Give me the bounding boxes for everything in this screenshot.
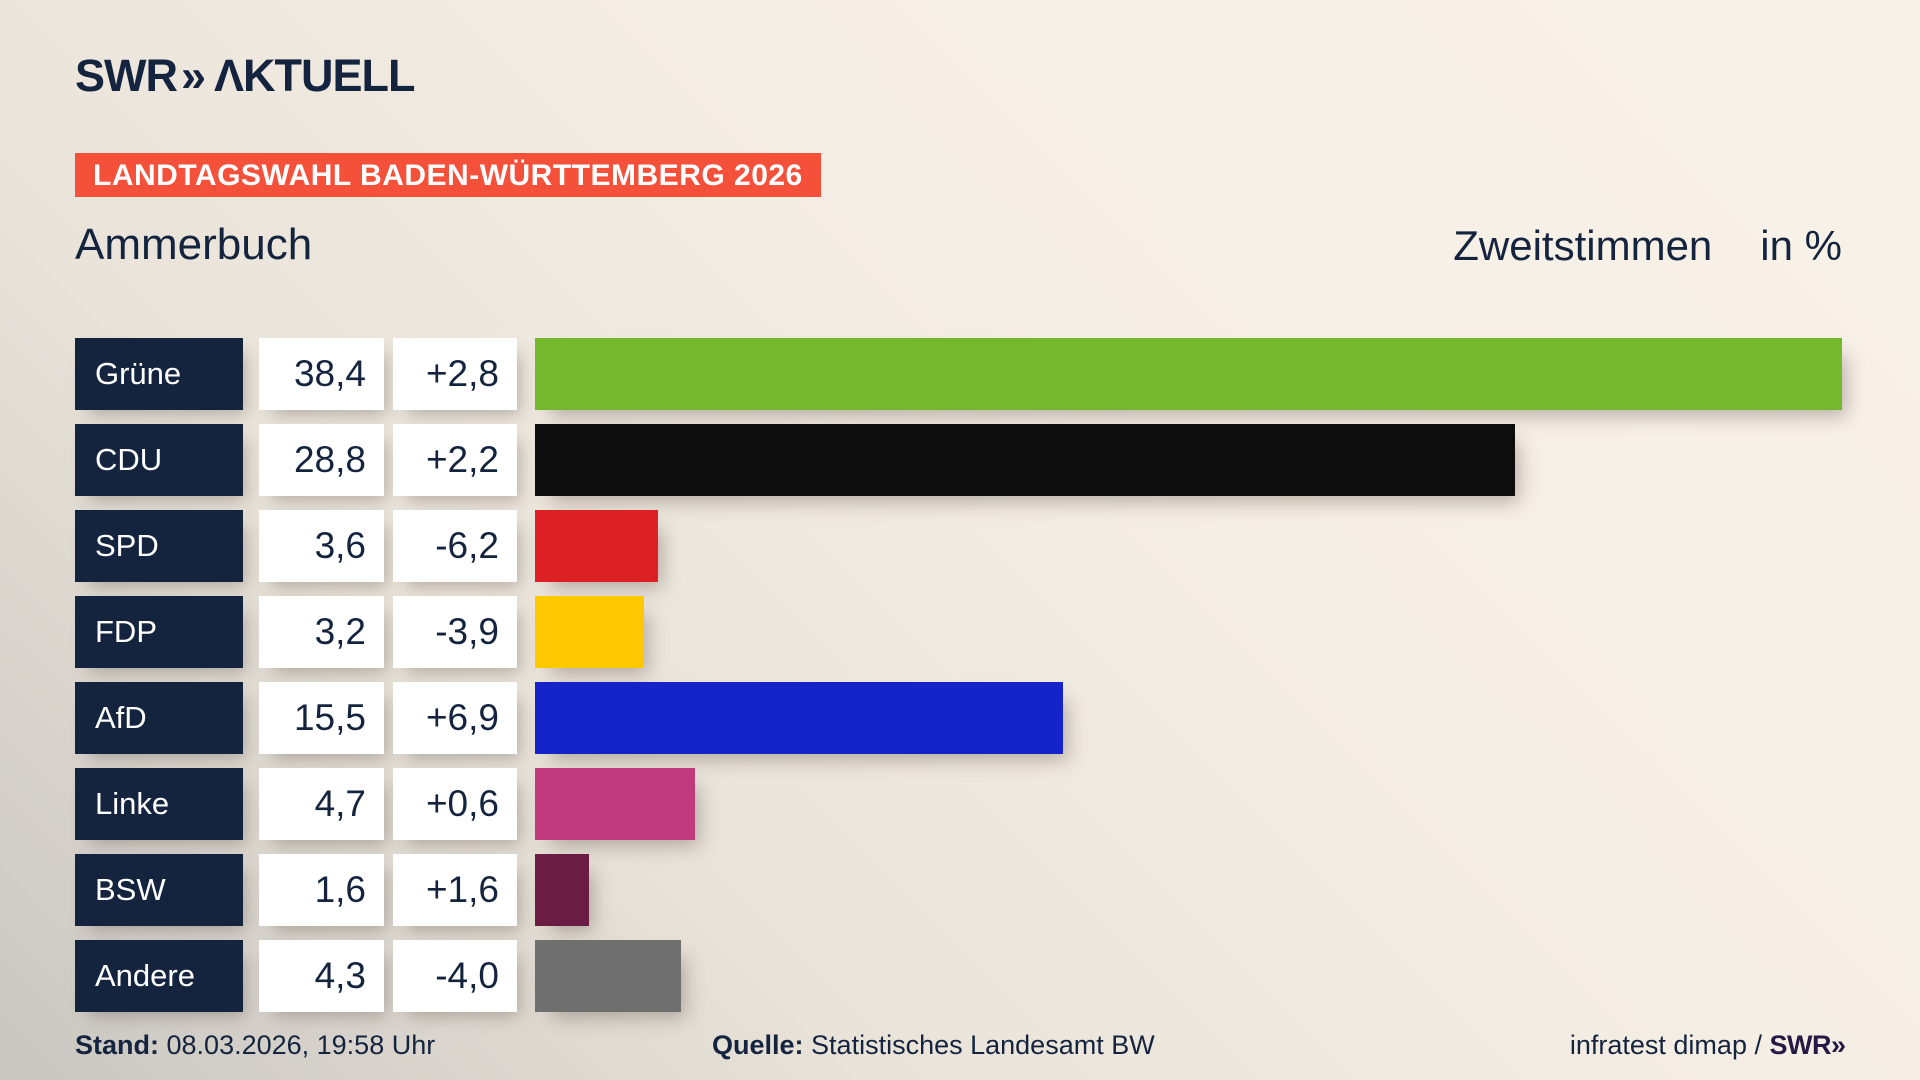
party-label: FDP [75,596,243,668]
party-change: +6,9 [393,682,517,754]
party-label: CDU [75,424,243,496]
party-bar [535,510,658,582]
measure-heading: Zweitstimmen in % [1453,222,1842,270]
result-row: Linke 4,7 +0,6 [75,768,1845,840]
party-change: -6,2 [393,510,517,582]
party-label: BSW [75,854,243,926]
result-row: CDU 28,8 +2,2 [75,424,1845,496]
party-change: +2,8 [393,338,517,410]
credit-note: infratest dimap / SWR» [1569,1030,1846,1061]
party-label: Andere [75,940,243,1012]
result-row: BSW 1,6 +1,6 [75,854,1845,926]
party-value: 1,6 [259,854,384,926]
party-value: 4,3 [259,940,384,1012]
measure-label: Zweitstimmen [1453,222,1713,269]
swr-aktuell-logo: SWR» ΛKTUELL [75,50,416,102]
election-badge: LANDTAGSWAHL BADEN-WÜRTTEMBERG 2026 [75,153,821,197]
status-timestamp: Stand: 08.03.2026, 19:58 Uhr [75,1030,435,1061]
result-row: AfD 15,5 +6,9 [75,682,1845,754]
source-note: Quelle: Statistisches Landesamt BW [712,1030,1155,1061]
party-value: 38,4 [259,338,384,410]
party-change: -4,0 [393,940,517,1012]
logo-aktuell-text: ΛKTUELL [214,50,415,101]
party-label: SPD [75,510,243,582]
result-row: Grüne 38,4 +2,8 [75,338,1845,410]
page-title: Ammerbuch [75,220,313,269]
party-label: Grüne [75,338,243,410]
party-change: +0,6 [393,768,517,840]
measure-unit: in % [1760,222,1842,269]
party-bar [535,682,1063,754]
credit-double-chevron-icon: » [1830,1030,1846,1060]
party-value: 3,6 [259,510,384,582]
party-bar [535,940,681,1012]
party-change: +1,6 [393,854,517,926]
stand-label: Stand: [75,1030,159,1060]
party-value: 4,7 [259,768,384,840]
result-row: FDP 3,2 -3,9 [75,596,1845,668]
party-change: -3,9 [393,596,517,668]
double-chevron-icon: » [181,50,206,101]
party-bar [535,338,1842,410]
results-table: Grüne 38,4 +2,8 CDU 28,8 +2,2 SPD 3,6 -6… [75,338,1845,1026]
stand-value: 08.03.2026, 19:58 Uhr [166,1030,436,1060]
quelle-value: Statistisches Landesamt BW [811,1030,1155,1060]
party-bar [535,596,644,668]
credit-text: infratest dimap / [1569,1030,1770,1060]
quelle-label: Quelle: [712,1030,804,1060]
swr-footer-logo: SWR» [1769,1030,1846,1060]
party-value: 28,8 [259,424,384,496]
logo-swr-text: SWR [75,50,178,101]
result-row: Andere 4,3 -4,0 [75,940,1845,1012]
party-label: Linke [75,768,243,840]
party-bar [535,854,589,926]
party-value: 15,5 [259,682,384,754]
party-value: 3,2 [259,596,384,668]
credit-logo-swr: SWR [1769,1030,1831,1060]
party-bar [535,424,1515,496]
party-bar [535,768,695,840]
result-row: SPD 3,6 -6,2 [75,510,1845,582]
party-change: +2,2 [393,424,517,496]
party-label: AfD [75,682,243,754]
